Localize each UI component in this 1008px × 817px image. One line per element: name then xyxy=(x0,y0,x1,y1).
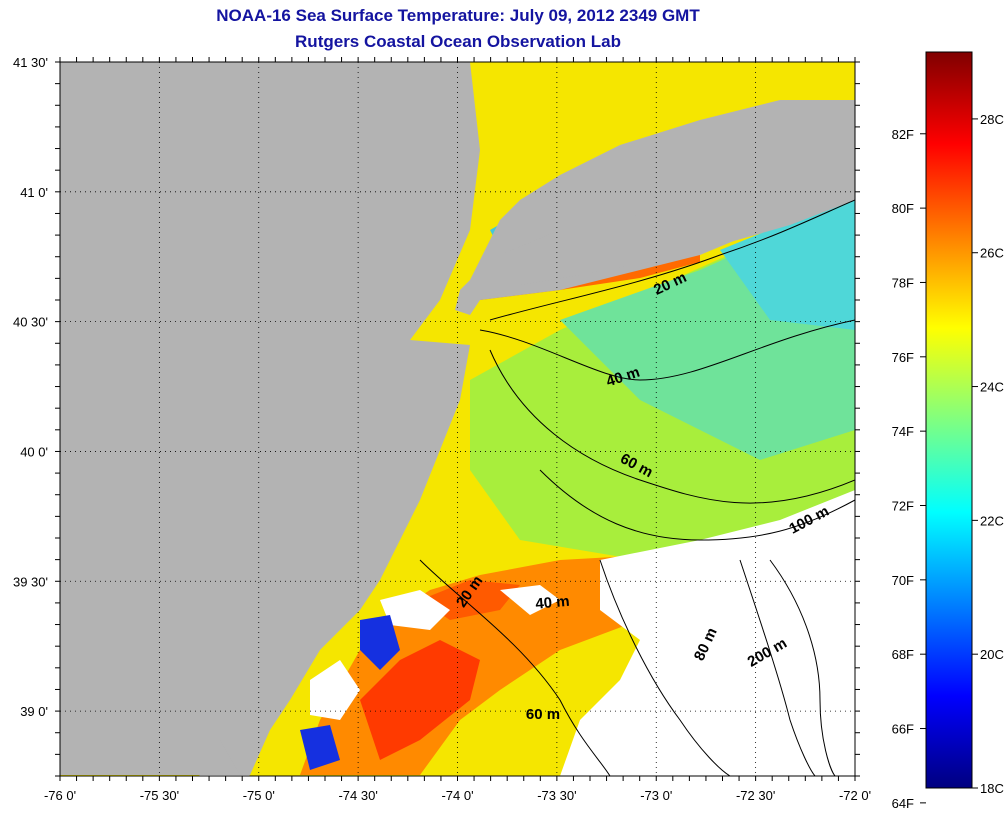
colorbar-c-label: 20C xyxy=(980,647,1004,662)
x-tick-label: -75 30' xyxy=(140,788,179,803)
y-tick-label: 40 30' xyxy=(13,315,48,330)
y-tick-label: 39 0' xyxy=(20,704,48,719)
land-long-island xyxy=(500,185,855,285)
x-tick-label: -72 0' xyxy=(839,788,871,803)
sst-hot-patch xyxy=(360,640,480,760)
colorbar-c-label: 18C xyxy=(980,781,1004,796)
contour-100m xyxy=(539,469,855,541)
cloud-area xyxy=(560,490,855,776)
colorbar-celsius-ticks: 28C 26C 24C 22C 20C 18C xyxy=(972,112,1004,796)
colorbar-fahrenheit-ticks: 82F 80F 78F 76F 74F 72F 70F 68F 66F 64F xyxy=(892,127,926,811)
contour-label: 60 m xyxy=(526,706,560,723)
y-axis-ticks: 41 30' 41 0' 40 30' 40 0' 39 30' 39 0' xyxy=(13,55,860,777)
y-tick-label: 39 30' xyxy=(13,574,48,589)
colorbar-c-label: 28C xyxy=(980,112,1004,127)
colorbar-f-label: 76F xyxy=(892,350,914,365)
x-tick-label: -74 30' xyxy=(338,788,377,803)
contour-label: 40 m xyxy=(535,593,571,613)
colorbar-f-label: 72F xyxy=(892,498,914,513)
contour-60m-south xyxy=(599,559,731,776)
sst-cold-patch xyxy=(720,195,855,330)
colorbar-c-label: 22C xyxy=(980,513,1004,528)
colorbar-c-label: 24C xyxy=(980,380,1004,395)
colorbar xyxy=(925,51,973,789)
colorbar-f-label: 78F xyxy=(892,275,914,290)
x-tick-label: -75 0' xyxy=(243,788,275,803)
x-tick-label: -76 0' xyxy=(44,788,76,803)
colorbar-f-label: 70F xyxy=(892,573,914,588)
colorbar-f-label: 80F xyxy=(892,201,914,216)
x-tick-label: -74 0' xyxy=(441,788,473,803)
plot-area xyxy=(60,62,855,776)
sst-cold-spot xyxy=(360,615,400,670)
colorbar-f-label: 64F xyxy=(892,796,914,811)
y-tick-label: 40 0' xyxy=(20,444,48,459)
contour-40m-south xyxy=(419,559,611,776)
colorbar-c-label: 26C xyxy=(980,246,1004,261)
colorbar-f-label: 74F xyxy=(892,424,914,439)
land-delmarva xyxy=(60,560,240,775)
isobath-contours xyxy=(419,199,855,776)
x-axis-ticks: -76 0' -75 30' -75 0' -74 30' -74 0' -73 30' -… xyxy=(44,57,871,803)
cloud-patch-3 xyxy=(310,660,360,720)
x-tick-label: -73 0' xyxy=(640,788,672,803)
cloud-patch-2 xyxy=(500,585,560,615)
contour-40m xyxy=(479,319,855,381)
x-tick-label: -72 30' xyxy=(736,788,775,803)
x-tick-label: -73 30' xyxy=(537,788,576,803)
colorbar-f-label: 82F xyxy=(892,127,914,142)
sst-cold-spot-2 xyxy=(300,725,340,770)
colorbar-f-label: 66F xyxy=(892,722,914,737)
colorbar-f-label: 68F xyxy=(892,647,914,662)
contour-80m xyxy=(739,559,816,776)
y-tick-label: 41 30' xyxy=(13,55,48,70)
y-tick-label: 41 0' xyxy=(20,185,48,200)
contour-200m xyxy=(769,559,836,776)
land-nj-pa xyxy=(60,62,480,775)
contour-60m xyxy=(489,349,855,504)
cloud-patch xyxy=(380,590,450,630)
contour-20m-north xyxy=(489,199,855,321)
map-title: NOAA-16 Sea Surface Temperature: July 09… xyxy=(216,6,700,25)
graticule xyxy=(60,62,855,776)
map-subtitle: Rutgers Coastal Ocean Observation Lab xyxy=(295,32,621,51)
